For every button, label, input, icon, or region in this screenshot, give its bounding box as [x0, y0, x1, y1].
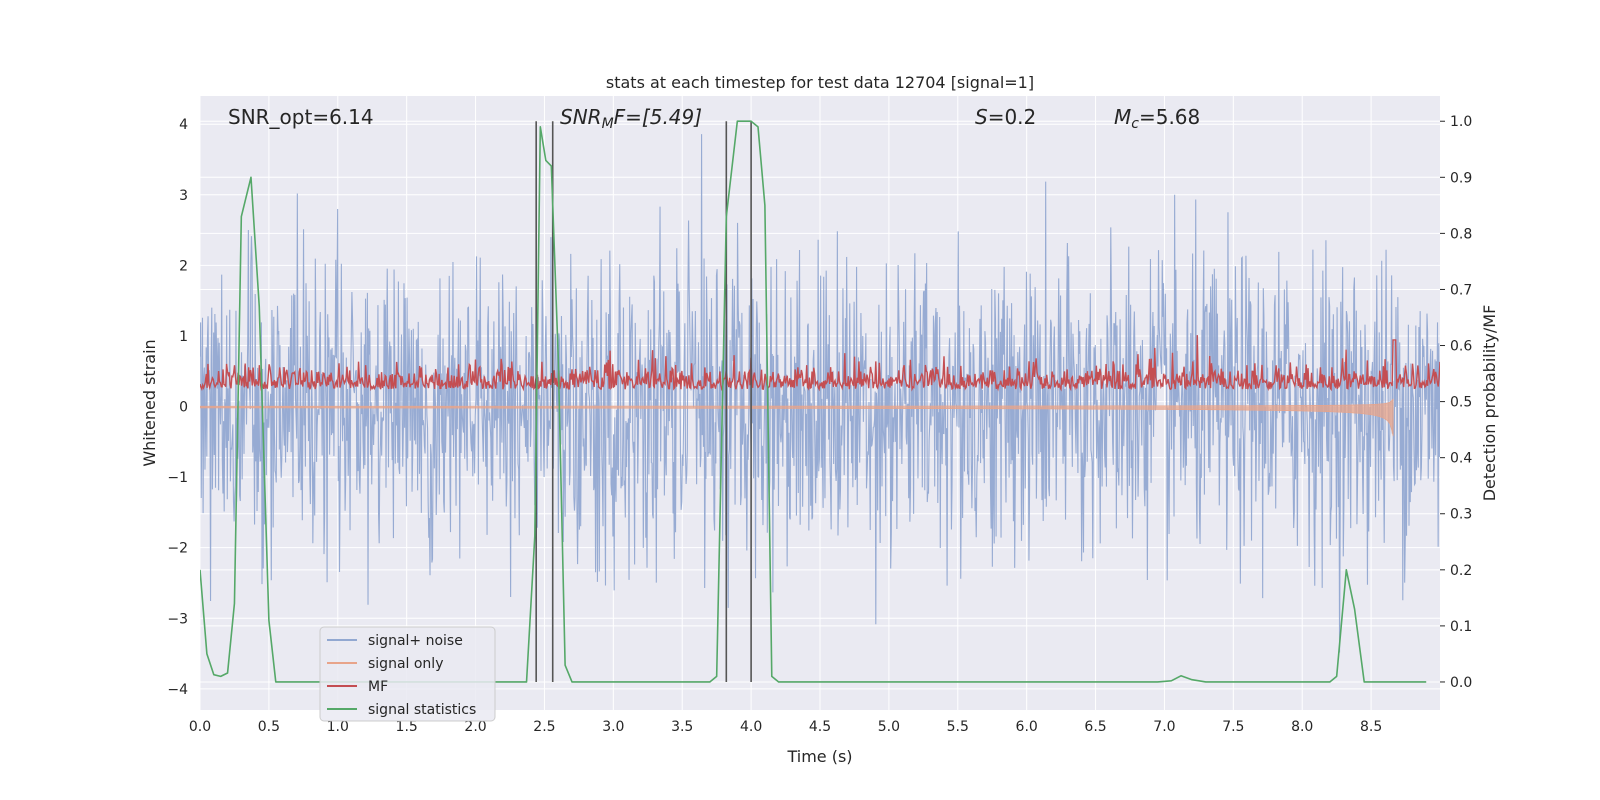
x-axis-label: Time (s): [786, 747, 852, 766]
legend-box: [319, 626, 496, 722]
series-line-signal-only: [200, 398, 1394, 437]
y-right-tick-label: 0.9: [1450, 170, 1472, 186]
x-tick-label: 5.0: [878, 719, 900, 735]
y-right-tick-label: 0.3: [1450, 507, 1472, 523]
annotation-snr-opt: SNR_opt=6.14: [228, 105, 374, 129]
x-tick-label: 8.0: [1291, 719, 1313, 735]
x-tick-label: 1.0: [327, 719, 349, 735]
s-base: S: [975, 105, 988, 129]
legend-label-signal-noise: signal+ noise: [368, 633, 463, 649]
y-left-tick-label: 4: [179, 117, 188, 133]
x-tick-label: 4.0: [740, 719, 762, 735]
y-left-tick-label: −4: [167, 682, 188, 698]
x-tick-label: 2.5: [533, 719, 555, 735]
x-tick-label: 7.5: [1222, 719, 1244, 735]
x-tick-label: 0.0: [189, 719, 211, 735]
y-right-tick-label: 0.1: [1450, 619, 1472, 635]
y-right-tick-label: 0.4: [1450, 451, 1472, 467]
y-right-tick-label: 0.8: [1450, 226, 1472, 242]
data-layer: [200, 120, 1440, 683]
mc-base: M: [1114, 105, 1131, 129]
annotation-snr-mf: SNRMF=[5.49]: [560, 105, 702, 132]
series-line-signal-noise: [200, 134, 1440, 653]
x-tick-labels: 0.0 0.5 1.0 1.5 2.0 2.5 3.0 3.5 4.0 4.5 5.0 5.5 6.0 6…: [189, 719, 1382, 735]
y-axis-label-right: Detection probability/MF: [1480, 305, 1499, 502]
series-line-signal-statistics: [200, 120, 1427, 683]
x-tick-label: 5.5: [947, 719, 969, 735]
legend: signal+ noise signal only MF signal stat…: [319, 626, 496, 722]
y-right-tick-label: 0.2: [1450, 563, 1472, 579]
s-rest: =0.2: [988, 105, 1037, 129]
y-right-tick-label: 0.0: [1450, 675, 1472, 691]
legend-label-signal-only: signal only: [368, 656, 443, 672]
snr-mf-sub: M: [602, 116, 614, 132]
x-tick-label: 6.0: [1016, 719, 1038, 735]
y-left-tick-label: −1: [167, 470, 188, 486]
series-line-mf: [200, 335, 1440, 392]
annotation-s: S=0.2: [975, 105, 1036, 129]
x-tick-label: 2.0: [464, 719, 486, 735]
y-right-tick-label: 0.7: [1450, 282, 1472, 298]
legend-label-mf: MF: [368, 679, 388, 695]
x-tick-label: 3.0: [602, 719, 624, 735]
y-axis-label-left: Whitened strain: [140, 339, 159, 466]
y-left-tick-labels: −4 −3 −2 −1 0 1 2 3 4: [167, 117, 188, 698]
x-tick-label: 1.5: [396, 719, 418, 735]
y-left-tick-label: 0: [179, 400, 188, 416]
legend-label-signal-statistics: signal statistics: [368, 702, 476, 718]
x-tick-label: 8.5: [1360, 719, 1382, 735]
snr-mf-base: SNR: [560, 105, 602, 129]
y-left-tick-label: 2: [179, 258, 188, 274]
x-tick-label: 4.5: [809, 719, 831, 735]
y-left-tick-label: −3: [167, 611, 188, 627]
annotation-mc: Mc=5.68: [1114, 105, 1200, 132]
mc-rest: =5.68: [1139, 105, 1200, 129]
y-right-tick-label: 0.6: [1450, 339, 1472, 355]
snr-mf-rest-italic: F=[5.49]: [614, 105, 702, 129]
x-tick-label: 7.0: [1153, 719, 1175, 735]
y-right-tick-label: 0.5: [1450, 395, 1472, 411]
mc-sub: c: [1131, 116, 1139, 132]
x-tick-label: 6.5: [1084, 719, 1106, 735]
y-left-tick-label: 3: [179, 188, 188, 204]
y-right-tick-labels: 0.0 0.1 0.2 0.3 0.4 0.5 0.6 0.7 0.8 0.9 1.0: [1440, 114, 1472, 691]
y-left-tick-label: 1: [179, 329, 188, 345]
chart-title: stats at each timestep for test data 127…: [606, 73, 1034, 92]
y-left-tick-label: −2: [167, 541, 188, 557]
x-tick-label: 3.5: [671, 719, 693, 735]
y-right-tick-label: 1.0: [1450, 114, 1472, 130]
x-tick-label: 0.5: [258, 719, 280, 735]
